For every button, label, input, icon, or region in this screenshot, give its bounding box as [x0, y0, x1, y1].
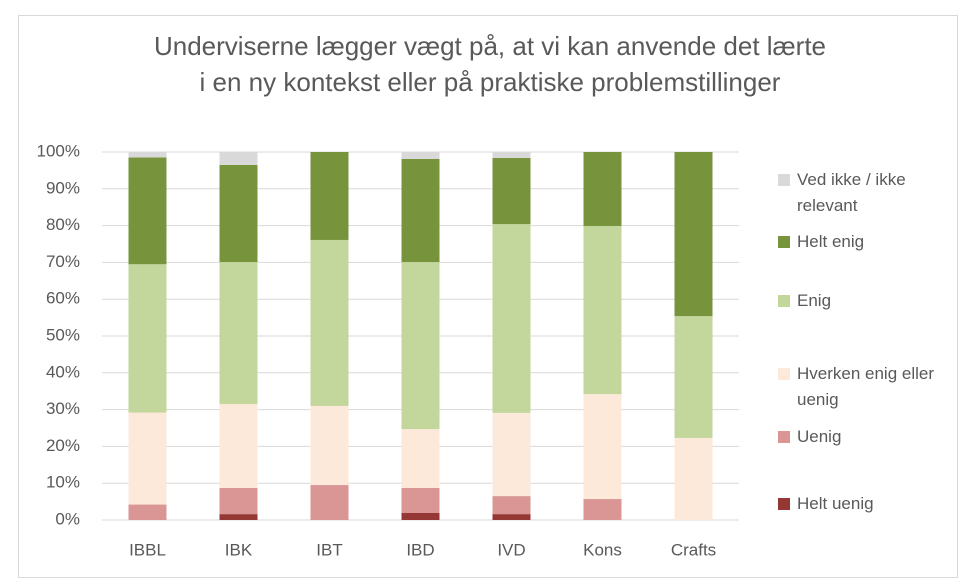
bar-segment: [492, 157, 531, 225]
y-tick-label: 10%: [46, 473, 80, 492]
x-tick-label: Crafts: [671, 540, 716, 559]
bar-segment: [219, 262, 258, 405]
bar-segment: [219, 487, 258, 515]
bar-segment: [401, 513, 440, 520]
bar-segment: [401, 262, 440, 430]
legend-label: Hverken enig eller uenig: [797, 364, 935, 409]
bar-segment: [219, 514, 258, 520]
legend-label: Helt uenig: [797, 494, 874, 513]
bar-segment: [219, 164, 258, 263]
x-tick-label: IBT: [316, 540, 342, 559]
bar-segment: [492, 224, 531, 413]
y-tick-label: 70%: [46, 252, 80, 271]
legend-swatch: [778, 431, 790, 443]
bar-segment: [583, 152, 622, 226]
bar-segment: [674, 152, 713, 317]
bar-segment: [310, 152, 349, 240]
bar-segment: [128, 264, 167, 413]
y-tick-label: 80%: [46, 215, 80, 234]
y-tick-label: 100%: [37, 141, 80, 160]
bar-segment: [219, 404, 258, 488]
x-tick-label: IBK: [225, 540, 253, 559]
bar-segment: [401, 487, 440, 514]
bar-segment: [492, 496, 531, 515]
bar-segment: [310, 239, 349, 406]
chart-title: i en ny kontekst eller på praktiske prob…: [200, 67, 781, 97]
y-tick-label: 40%: [46, 362, 80, 381]
bar-segment: [492, 514, 531, 520]
bar-segment: [219, 152, 258, 165]
legend-swatch: [778, 498, 790, 510]
legend-swatch: [778, 368, 790, 380]
legend-swatch: [778, 236, 790, 248]
x-tick-label: Kons: [583, 540, 622, 559]
bar-segment: [492, 152, 531, 158]
legend-label: Ved ikke / ikke relevant: [797, 170, 906, 215]
legend-label: Enig: [797, 291, 832, 310]
y-tick-label: 30%: [46, 399, 80, 418]
legend-swatch: [778, 174, 790, 186]
chart-title: Underviserne lægger vægt på, at vi kan a…: [154, 31, 826, 61]
y-tick-label: 0%: [55, 509, 80, 528]
bar-segment: [674, 316, 713, 438]
x-tick-label: IBBL: [129, 540, 166, 559]
legend-label: Uenig: [797, 427, 842, 446]
bar-segment: [128, 152, 167, 158]
x-tick-label: IVD: [497, 540, 525, 559]
bar-segment: [583, 499, 622, 520]
x-tick-label: IBD: [406, 540, 434, 559]
y-tick-label: 90%: [46, 178, 80, 197]
bar-segment: [674, 437, 713, 520]
bar-segment: [128, 412, 167, 505]
bar-segment: [401, 158, 440, 263]
bar-segment: [583, 225, 622, 395]
bar-segment: [583, 394, 622, 500]
bar-segment: [128, 504, 167, 520]
bar-segment: [128, 157, 167, 265]
legend-swatch: [778, 295, 790, 307]
bar-segment: [310, 405, 349, 486]
chart-border: [18, 15, 958, 578]
legend-label: Helt enig: [797, 232, 865, 251]
bar-segment: [401, 152, 440, 159]
y-tick-label: 20%: [46, 436, 80, 455]
y-tick-label: 50%: [46, 325, 80, 344]
bar-segment: [492, 412, 531, 497]
bar-segment: [401, 429, 440, 488]
y-tick-label: 60%: [46, 289, 80, 308]
bar-segment: [310, 485, 349, 520]
